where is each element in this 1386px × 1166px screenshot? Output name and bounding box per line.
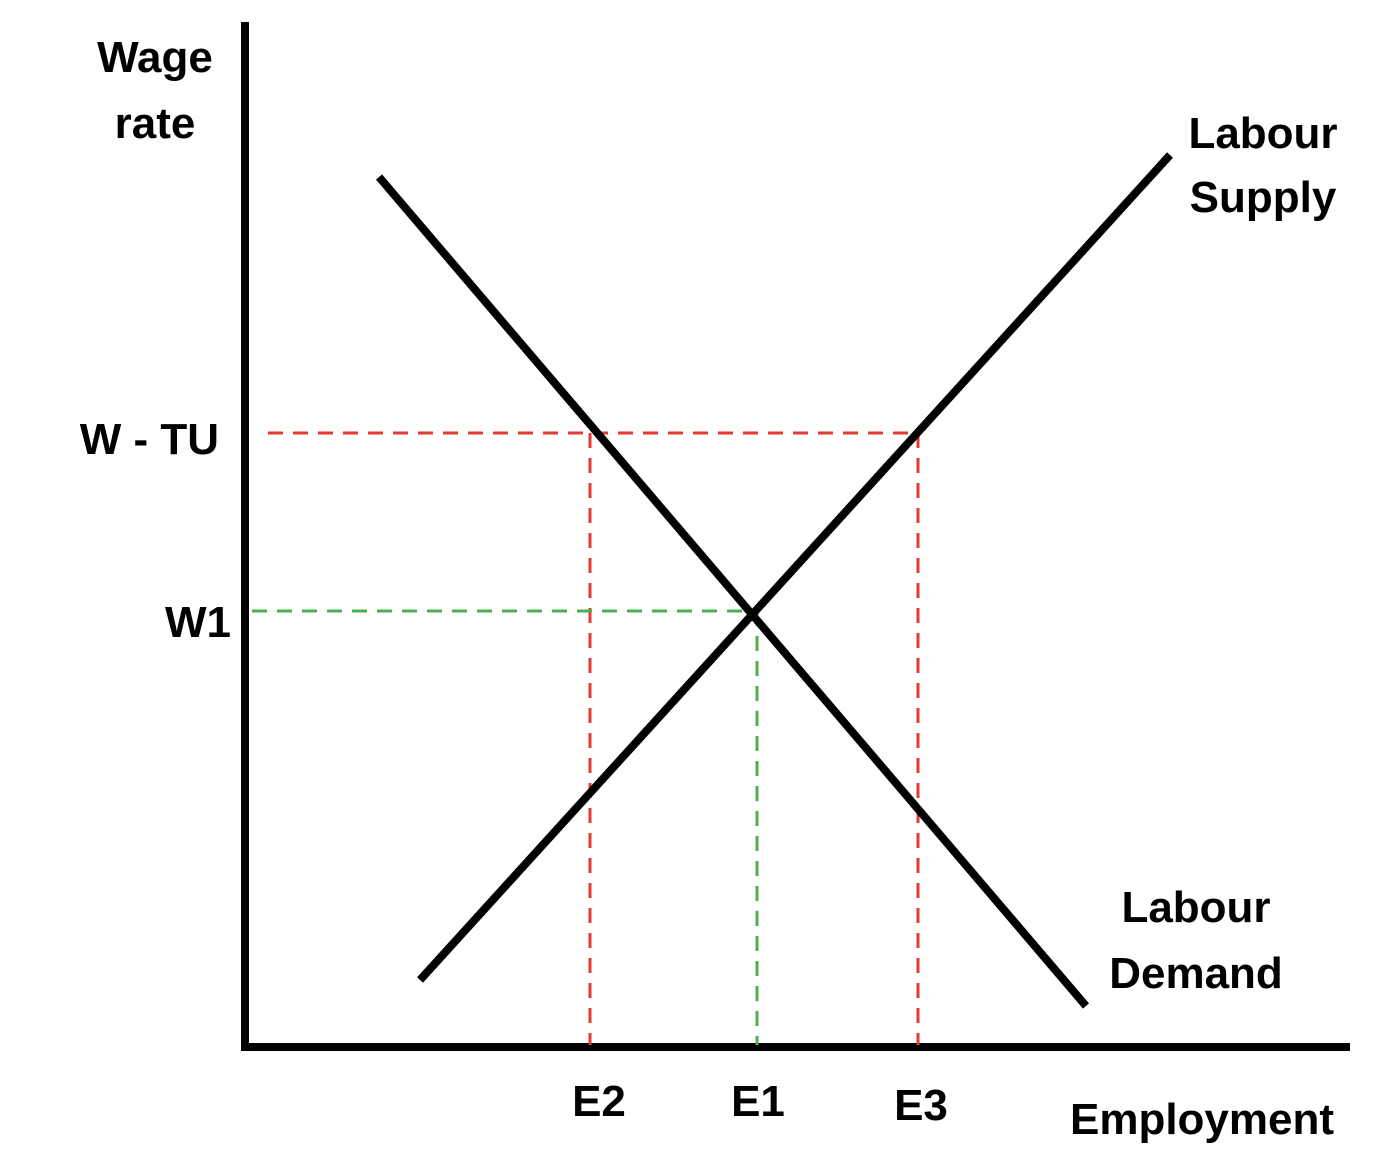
labour-demand-curve [375, 174, 1090, 1009]
e2-label: E2 [572, 1077, 626, 1126]
demand-label-line1: Labour [1121, 883, 1270, 932]
union-wage-label: W - TU [80, 415, 219, 464]
supply-label-line2: Supply [1190, 173, 1337, 222]
x-axis-title: Employment [1070, 1095, 1334, 1144]
e3-label: E3 [894, 1081, 948, 1130]
supply-label-line1: Labour [1188, 109, 1337, 158]
demand-label-line2: Demand [1109, 949, 1283, 998]
equilibrium-guides [252, 609, 759, 1045]
y-axis-title-line1: Wage [97, 33, 213, 82]
y-axis-title-line2: rate [115, 99, 196, 148]
e1-label: E1 [731, 1077, 785, 1126]
union-wage-guides [268, 431, 920, 1045]
labour-supply-curve [417, 152, 1173, 983]
equilibrium-wage-label: W1 [165, 598, 231, 647]
